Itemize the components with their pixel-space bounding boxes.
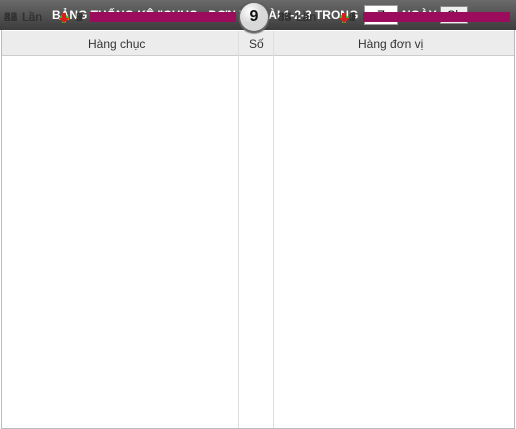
change: 4 (349, 10, 356, 24)
count: 33 (4, 10, 18, 24)
count: 44 (278, 10, 292, 24)
count-unit: Lần (296, 10, 317, 24)
count: 37 (278, 10, 292, 24)
change: 1 (349, 10, 356, 24)
change: 1 (76, 10, 83, 24)
count: 35 (4, 10, 18, 24)
change: 0 (76, 10, 83, 24)
change: 3 (76, 10, 83, 24)
trend-down (59, 13, 69, 23)
count: 29 (4, 10, 18, 24)
count: 35 (278, 10, 292, 24)
count-unit: Lần (22, 10, 43, 24)
digit-ball: 9 (240, 3, 268, 31)
count: 45 (278, 10, 292, 24)
change: 1 (76, 10, 83, 24)
change: 3 (76, 10, 83, 24)
count: 48 (278, 10, 292, 24)
change: 2 (76, 10, 83, 24)
col-digit: Số (249, 37, 264, 51)
count: 21 (4, 10, 18, 24)
count: 34 (278, 10, 292, 24)
count-bar (363, 12, 465, 22)
change: 1 (76, 10, 83, 24)
change: 1 (349, 10, 356, 24)
column-divider (273, 31, 274, 428)
column-divider (238, 31, 239, 428)
change: 1 (349, 10, 356, 24)
column-header: Hàng chục Số Hàng đơn vị (2, 31, 514, 56)
change: 1 (349, 10, 356, 24)
count: 33 (278, 10, 292, 24)
count-unit: Lần (22, 10, 43, 24)
count-unit: Lần (296, 10, 317, 24)
col-tens: Hàng chục (88, 37, 146, 51)
count: 34 (278, 10, 292, 24)
count-unit: Lần (22, 10, 43, 24)
count: 43 (4, 10, 18, 24)
count: 38 (4, 10, 18, 24)
change: 3 (76, 10, 83, 24)
col-units: Hàng đơn vị (358, 37, 424, 51)
count-bar (90, 12, 187, 22)
count: 53 (4, 10, 18, 24)
count-unit: Lần (296, 10, 317, 24)
count: 42 (4, 10, 18, 24)
count-unit: Lần (22, 10, 43, 24)
count-unit: Lần (296, 10, 317, 24)
count-unit: Lần (22, 10, 43, 24)
count-unit: Lần (22, 10, 43, 24)
count: 43 (4, 10, 18, 24)
count-unit: Lần (296, 10, 317, 24)
change: 2 (76, 10, 83, 24)
count-unit: Lần (296, 10, 317, 24)
change: 5 (349, 10, 356, 24)
change: 4 (76, 10, 83, 24)
count-unit: Lần (296, 10, 317, 24)
change: 9 (349, 10, 356, 24)
count-unit: Lần (296, 10, 317, 24)
count: 35 (278, 10, 292, 24)
count: 33 (278, 10, 292, 24)
count-unit: Lần (22, 10, 43, 24)
change: 1 (349, 10, 356, 24)
count-unit: Lần (296, 10, 317, 24)
count-unit: Lần (22, 10, 43, 24)
trend-down (339, 13, 349, 23)
change: 2 (349, 10, 356, 24)
count-unit: Lần (296, 10, 317, 24)
count: 41 (4, 10, 18, 24)
count-unit: Lần (22, 10, 43, 24)
change: 5 (349, 10, 356, 24)
count-unit: Lần (22, 10, 43, 24)
